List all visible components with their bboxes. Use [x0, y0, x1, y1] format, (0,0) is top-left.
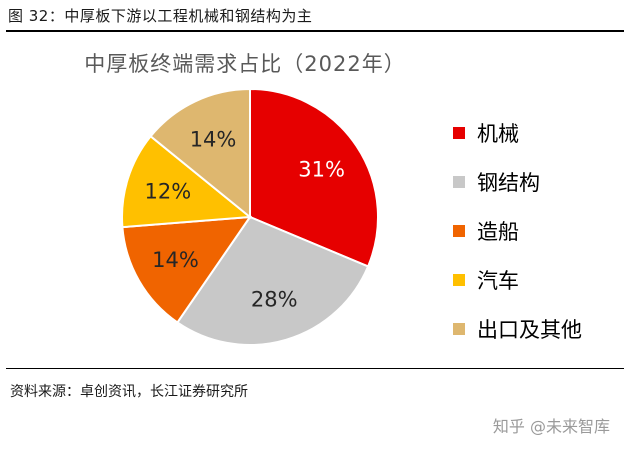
pie-data-label-5: 14%	[190, 127, 237, 151]
legend-label: 造船	[477, 219, 519, 244]
pie-slice-3	[121, 215, 253, 324]
pie-slice-1	[249, 87, 379, 268]
pie-slice-4	[121, 134, 253, 229]
pie-slice-5	[149, 87, 251, 220]
legend-label: 机械	[477, 121, 519, 146]
legend: 机械钢结构造船汽车出口及其他	[453, 108, 582, 353]
legend-label: 出口及其他	[477, 317, 582, 342]
legend-label: 汽车	[477, 268, 519, 293]
legend-item-4: 汽车	[453, 255, 582, 304]
source-note: 资料来源：卓创资讯，长江证券研究所	[10, 384, 248, 400]
legend-swatch	[453, 273, 465, 286]
watermark: 知乎 @未来智库	[492, 417, 610, 436]
legend-item-3: 造船	[453, 206, 582, 255]
legend-item-1: 机械	[453, 108, 582, 157]
pie-data-label-4: 12%	[145, 179, 192, 203]
legend-label: 钢结构	[477, 170, 540, 195]
chart-title: 中厚板终端需求占比（2022年）	[84, 52, 406, 76]
pie-slice-2	[176, 215, 370, 346]
legend-item-5: 出口及其他	[453, 304, 582, 353]
top-rule	[6, 30, 624, 32]
legend-item-2: 钢结构	[453, 157, 582, 206]
pie-data-label-2: 28%	[251, 288, 298, 312]
legend-swatch	[453, 126, 465, 139]
pie-data-label-3: 14%	[152, 248, 199, 272]
bottom-rule	[6, 368, 624, 369]
pie-data-label-1: 31%	[298, 157, 345, 181]
legend-swatch	[453, 175, 465, 188]
legend-swatch	[453, 224, 465, 237]
legend-swatch	[453, 322, 465, 335]
figure-caption: 图 32：中厚板下游以工程机械和钢结构为主	[8, 7, 313, 25]
